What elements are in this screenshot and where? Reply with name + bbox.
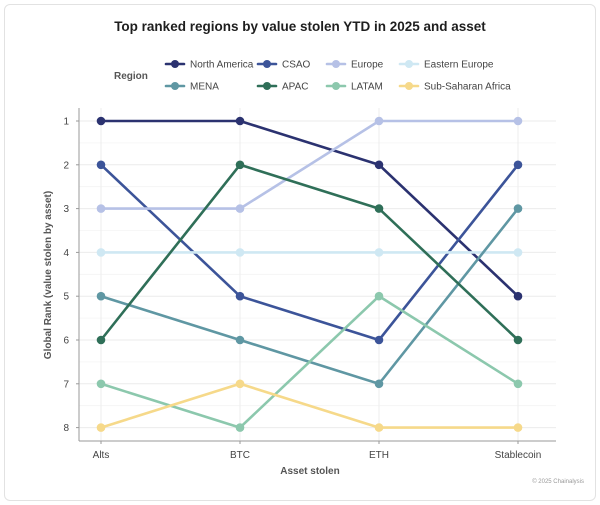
data-point-north-america — [235, 116, 245, 126]
y-tick-label: 1 — [63, 117, 69, 128]
data-point-latam — [96, 379, 106, 389]
x-tick-label: BTC — [230, 450, 250, 461]
legend-item-north-america: North America — [164, 60, 254, 71]
data-point-mena — [96, 291, 106, 301]
x-axis-label: Asset stolen — [280, 466, 339, 477]
legend-swatch-marker — [405, 82, 413, 90]
legend-label: APAC — [282, 82, 309, 93]
legend-item-mena: MENA — [164, 82, 219, 93]
y-tick-label: 7 — [63, 379, 69, 390]
data-point-europe — [235, 204, 245, 213]
y-tick-label: 6 — [63, 336, 69, 347]
data-point-apac — [513, 335, 523, 345]
data-point-csao — [374, 335, 384, 345]
data-point-sub-saharan-africa — [235, 379, 245, 389]
data-point-sub-saharan-africa — [513, 423, 523, 432]
data-point-eastern-europe — [235, 248, 245, 257]
x-tick-label: Alts — [93, 450, 110, 461]
legend-title: Region — [114, 71, 148, 82]
data-point-apac — [96, 335, 106, 345]
data-point-latam — [513, 379, 523, 389]
legend-item-sub-saharan-africa: Sub-Saharan Africa — [398, 82, 511, 93]
data-point-north-america — [513, 291, 523, 301]
legend-label: Europe — [351, 60, 384, 71]
y-tick-label: 8 — [63, 423, 69, 434]
y-tick-label: 2 — [63, 160, 69, 171]
data-point-csao — [513, 160, 523, 170]
data-point-north-america — [374, 160, 384, 170]
data-point-europe — [374, 116, 384, 126]
chart-title: Top ranked regions by value stolen YTD i… — [114, 19, 486, 34]
legend-item-csao: CSAO — [256, 60, 311, 71]
data-point-north-america — [96, 116, 106, 126]
series-line-north-america — [99, 119, 520, 298]
legend-label: LATAM — [351, 82, 383, 93]
legend-label: Eastern Europe — [424, 60, 494, 71]
legend-label: North America — [190, 60, 254, 71]
legend-label: CSAO — [282, 60, 311, 71]
data-point-apac — [374, 204, 384, 213]
legend-swatch-marker — [263, 60, 271, 68]
data-point-eastern-europe — [96, 248, 106, 257]
y-tick-label: 4 — [63, 248, 69, 259]
data-point-csao — [96, 160, 106, 170]
legend-label: Sub-Saharan Africa — [424, 82, 511, 93]
series-line-apac — [99, 163, 520, 342]
data-point-mena — [513, 204, 523, 213]
legend-swatch-marker — [171, 60, 179, 68]
legend-item-eastern-europe: Eastern Europe — [398, 60, 494, 71]
series-line-europe — [99, 119, 520, 210]
data-point-mena — [235, 335, 245, 345]
data-point-sub-saharan-africa — [374, 423, 384, 432]
legend-swatch-marker — [171, 82, 179, 90]
x-tick-label: Stablecoin — [495, 450, 542, 461]
data-point-latam — [374, 291, 384, 301]
y-axis-label: Global Rank (value stolen by asset) — [43, 191, 54, 359]
data-point-eastern-europe — [513, 248, 523, 257]
data-point-europe — [513, 116, 523, 126]
data-point-csao — [235, 291, 245, 301]
legend-swatch-marker — [332, 82, 340, 90]
data-point-apac — [235, 160, 245, 170]
legend-item-europe: Europe — [325, 60, 384, 71]
legend-swatch-marker — [263, 82, 271, 90]
y-tick-label: 3 — [63, 204, 69, 215]
legend-item-latam: LATAM — [325, 82, 383, 93]
copyright-text: © 2025 Chainalysis — [532, 478, 584, 485]
data-point-mena — [374, 379, 384, 389]
series-line-sub-saharan-africa — [99, 382, 520, 429]
legend-label: MENA — [190, 82, 219, 93]
legend-swatch-marker — [332, 60, 340, 68]
data-point-latam — [235, 423, 245, 432]
data-point-sub-saharan-africa — [96, 423, 106, 432]
legend-item-apac: APAC — [256, 82, 309, 93]
legend-swatch-marker — [405, 60, 413, 68]
x-tick-label: ETH — [369, 450, 389, 461]
data-point-europe — [96, 204, 106, 213]
data-point-eastern-europe — [374, 248, 384, 257]
y-tick-label: 5 — [63, 292, 69, 303]
